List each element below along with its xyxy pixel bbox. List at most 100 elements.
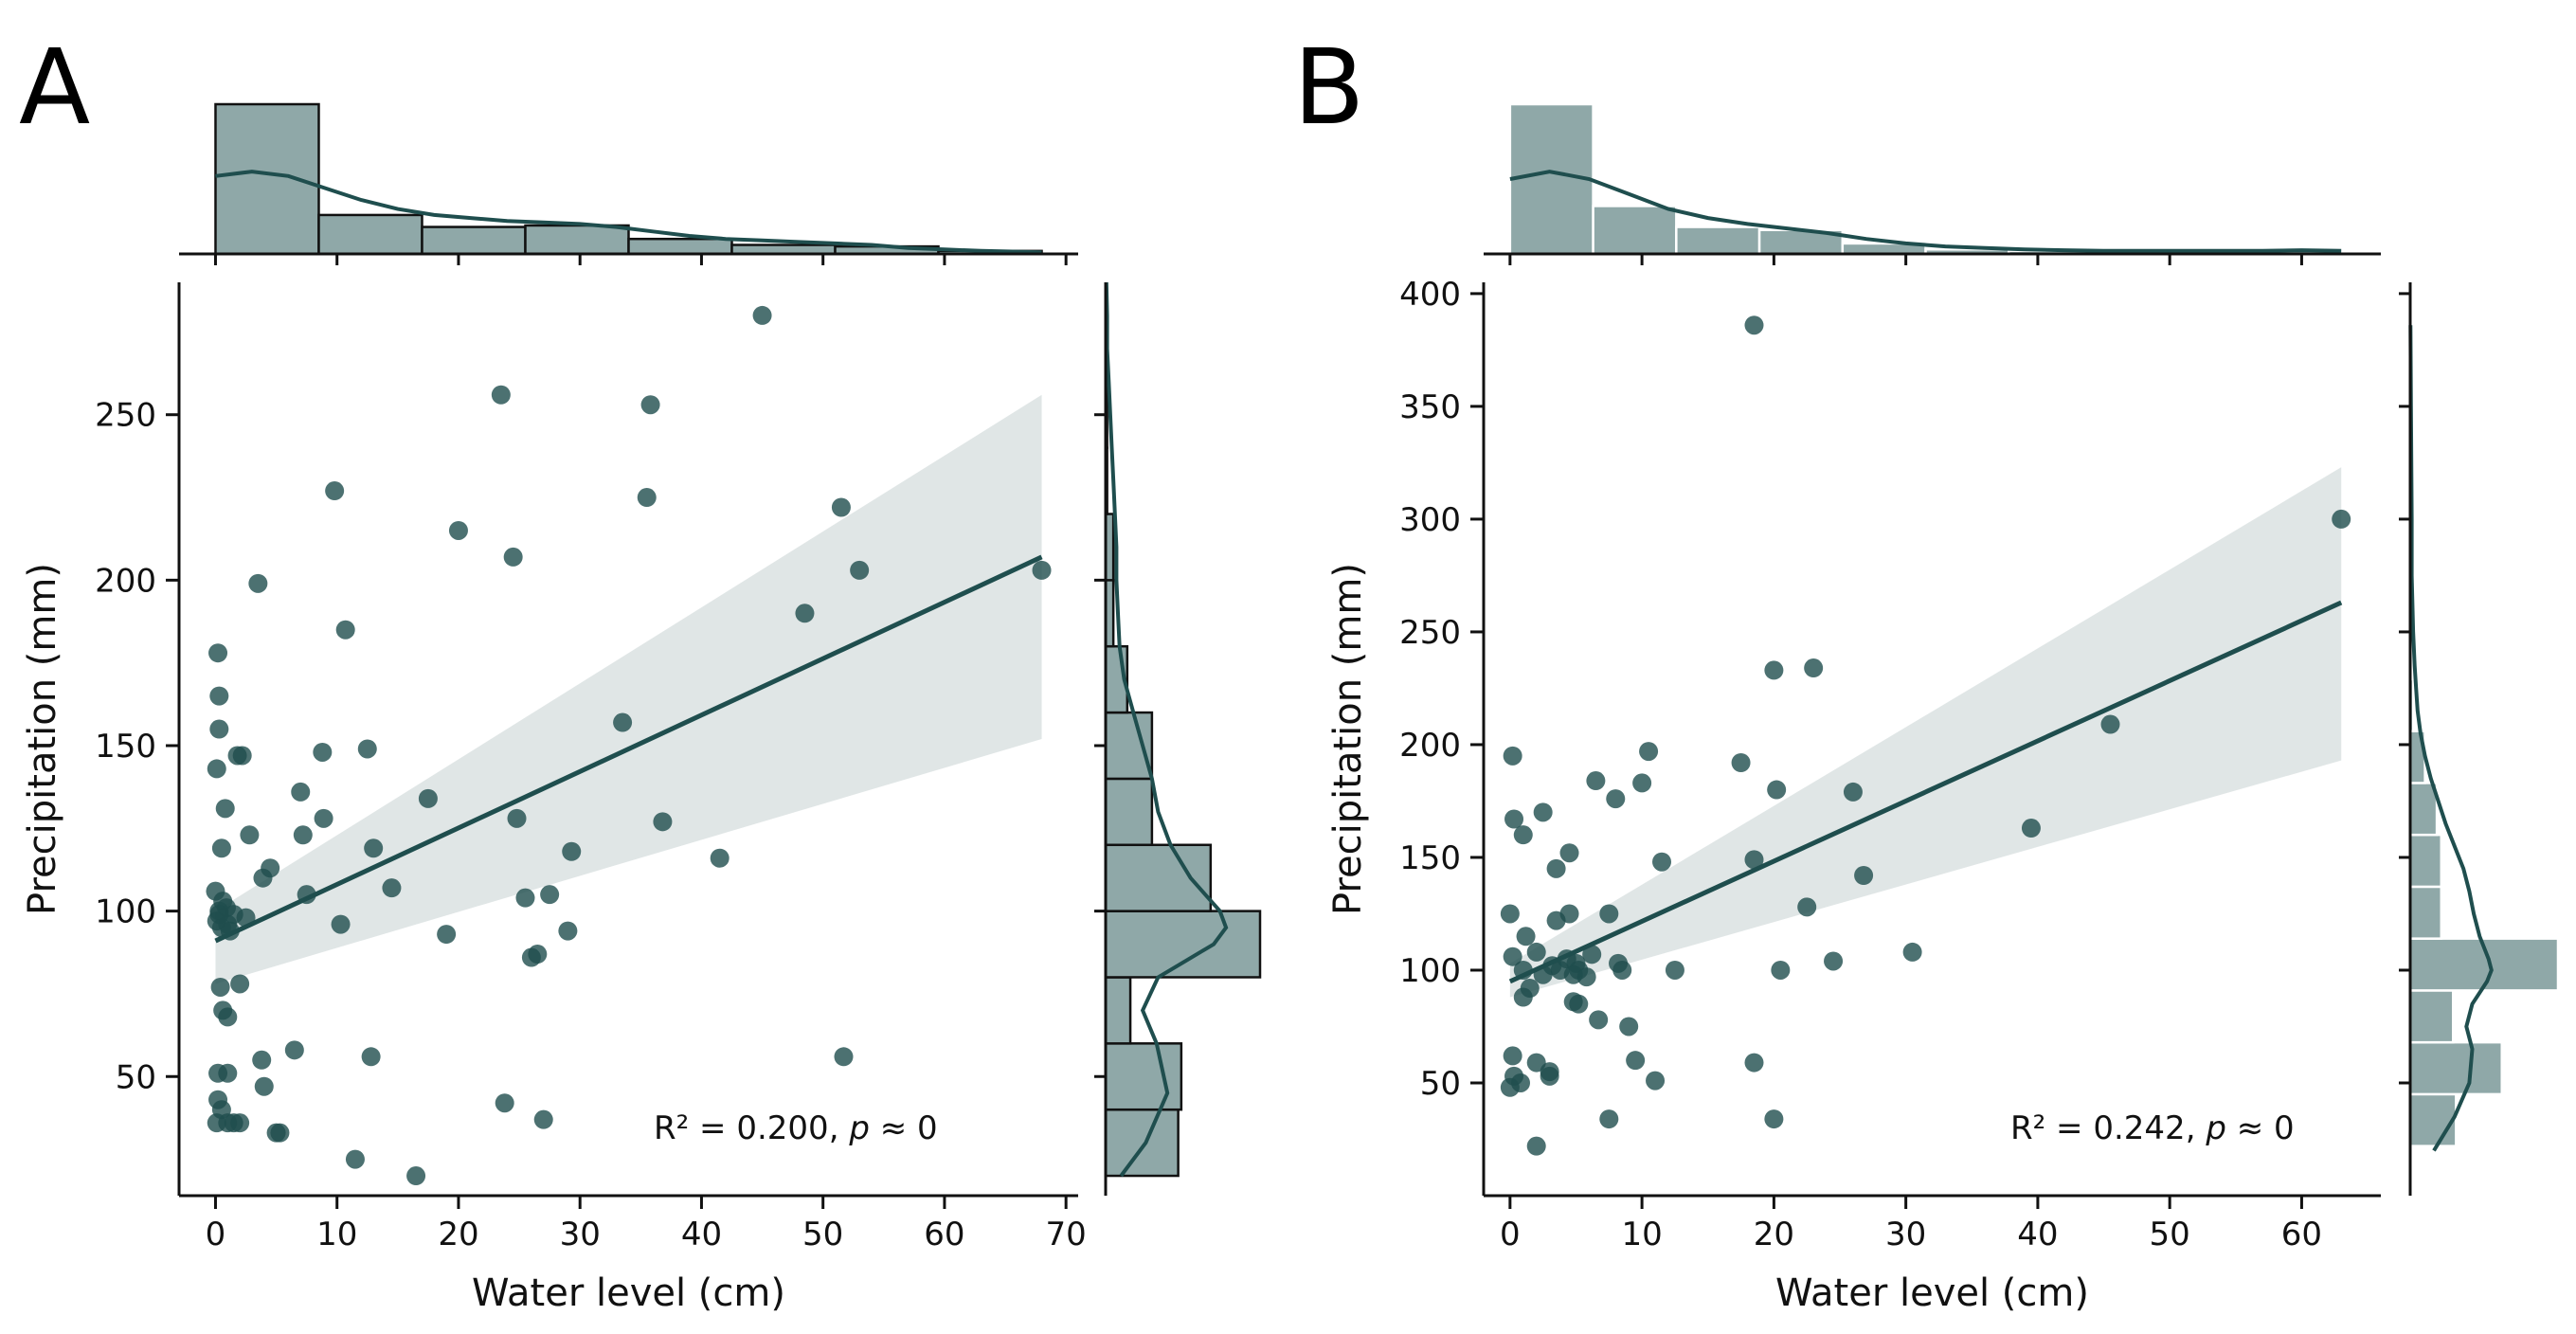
panel-letter: B (1293, 27, 1364, 148)
scatter-point (248, 573, 268, 593)
regression-line (214, 554, 1043, 944)
scatter-point (1503, 1046, 1522, 1066)
scatter-point (528, 945, 548, 964)
scatter-point (1504, 809, 1524, 829)
x-tick-label: 0 (206, 1216, 226, 1253)
scatter-point (211, 838, 231, 858)
right-hist-bar (1104, 910, 1262, 979)
scatter-point (1626, 1051, 1646, 1071)
scatter-point (834, 1047, 854, 1067)
right-hist-bar (2408, 989, 2455, 1044)
scatter-point (210, 977, 230, 997)
scatter-point (218, 1063, 238, 1083)
scatter-point (215, 799, 235, 819)
scatter-point (1797, 897, 1817, 917)
scatter-point (1639, 742, 1659, 762)
scatter-point (270, 1123, 290, 1143)
scatter-point (752, 305, 772, 325)
x-tick-label: 30 (560, 1216, 601, 1253)
scatter-point (1516, 927, 1536, 946)
p-symbol: p (2205, 1109, 2226, 1147)
scatter-point (533, 1109, 553, 1129)
scatter-point (1503, 746, 1522, 766)
x-tick-label: 40 (681, 1216, 722, 1253)
x-tick-label: 50 (2150, 1216, 2190, 1253)
y-tick-label: 250 (1399, 614, 1461, 652)
scatter-point (261, 858, 280, 878)
x-tick-label: 20 (1754, 1216, 1794, 1253)
scatter-point (1500, 1077, 1520, 1097)
right-hist-bar (1104, 1108, 1180, 1178)
scatter-point (503, 547, 523, 567)
scatter-point (1526, 1053, 1546, 1073)
y-axis-label: Precipitation (mm) (21, 563, 64, 915)
scatter-point (345, 1149, 365, 1169)
scatter-point (1540, 1066, 1559, 1086)
x-tick-label: 30 (1885, 1216, 1926, 1253)
right-hist-bar (1104, 711, 1154, 781)
scatter-point (1731, 752, 1751, 772)
scatter-point (637, 488, 657, 508)
scatter-point (252, 1050, 272, 1070)
x-tick-label: 0 (1500, 1216, 1521, 1253)
scatter-point (640, 395, 660, 415)
scatter-point (2021, 819, 2041, 838)
scatter-point (491, 385, 511, 405)
scatter-point (1586, 771, 1606, 791)
y-tick-label: 300 (1399, 501, 1461, 539)
p-value-text: ≈ 0 (2226, 1109, 2295, 1147)
scatter-point (1771, 960, 1791, 980)
scatter-point (1619, 1017, 1639, 1037)
scatter-point (1646, 1071, 1666, 1091)
regression-line (1508, 600, 2343, 984)
scatter-point (1589, 1010, 1609, 1030)
scatter-point (293, 825, 313, 845)
r2-annotation: R² = 0.200, p ≈ 0 (654, 1109, 938, 1147)
scatter-point (1513, 987, 1533, 1007)
panel-B: B 0 10 20 30 40 50 60 50 100 150 200 250 300 350 400 Wat… (1293, 27, 2560, 1315)
scatter-point (1526, 942, 1546, 962)
right-marginal-histogram (2399, 282, 2560, 1196)
scatter-point (1503, 946, 1522, 966)
scatter-point (1559, 904, 1579, 924)
scatter-point (1744, 315, 1764, 335)
y-tick-label: 200 (1399, 727, 1461, 765)
y-tick-label: 200 (95, 562, 156, 600)
x-tick-label: 60 (924, 1216, 964, 1253)
right-kde-curve (2408, 325, 2494, 1152)
scatter-point (2332, 509, 2351, 529)
scatter-point (230, 974, 250, 994)
x-tick-label: 40 (2017, 1216, 2058, 1253)
y-tick-label: 50 (1420, 1065, 1461, 1103)
scatter-point (831, 497, 851, 517)
scatter-point (1665, 960, 1684, 980)
scatter-point (240, 825, 260, 845)
right-marginal-histogram (1094, 281, 1262, 1196)
top-marginal-histogram (179, 102, 1078, 265)
scatter-point (850, 560, 870, 580)
scatter-point (209, 686, 229, 706)
scatter-point (2100, 714, 2120, 734)
right-hist-bar (1104, 777, 1154, 847)
y-tick-label: 150 (95, 728, 156, 766)
scatter-point (314, 808, 333, 828)
scatter-point (207, 759, 226, 779)
scatter-points (1500, 315, 2351, 1156)
scatter-point (795, 604, 815, 623)
scatter-point (1632, 773, 1652, 793)
right-hist-bar (1104, 843, 1213, 912)
right-kde-curve (1104, 281, 1229, 1178)
x-axis-label: Water level (cm) (1775, 1271, 2089, 1315)
scatter-point (558, 921, 578, 941)
scatter-point (382, 878, 402, 898)
x-tick-label: 50 (802, 1216, 843, 1253)
scatter-point (1843, 782, 1863, 802)
scatter-point (448, 520, 468, 540)
scatter-point (335, 620, 355, 640)
scatter-point (1764, 1109, 1784, 1129)
scatter-point (1576, 967, 1596, 987)
scatter-point (1764, 660, 1784, 680)
scatter-point (218, 1007, 238, 1027)
scatter-point (331, 914, 351, 934)
